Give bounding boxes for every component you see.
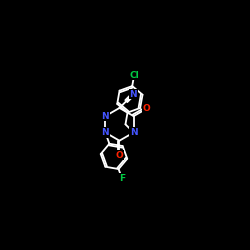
Text: O: O — [116, 150, 123, 160]
Text: F: F — [119, 174, 125, 183]
Text: N: N — [130, 128, 138, 137]
Text: N: N — [130, 90, 137, 98]
Text: N: N — [102, 112, 109, 121]
Text: Cl: Cl — [129, 70, 139, 80]
Text: N: N — [102, 128, 109, 137]
Text: O: O — [142, 104, 150, 114]
